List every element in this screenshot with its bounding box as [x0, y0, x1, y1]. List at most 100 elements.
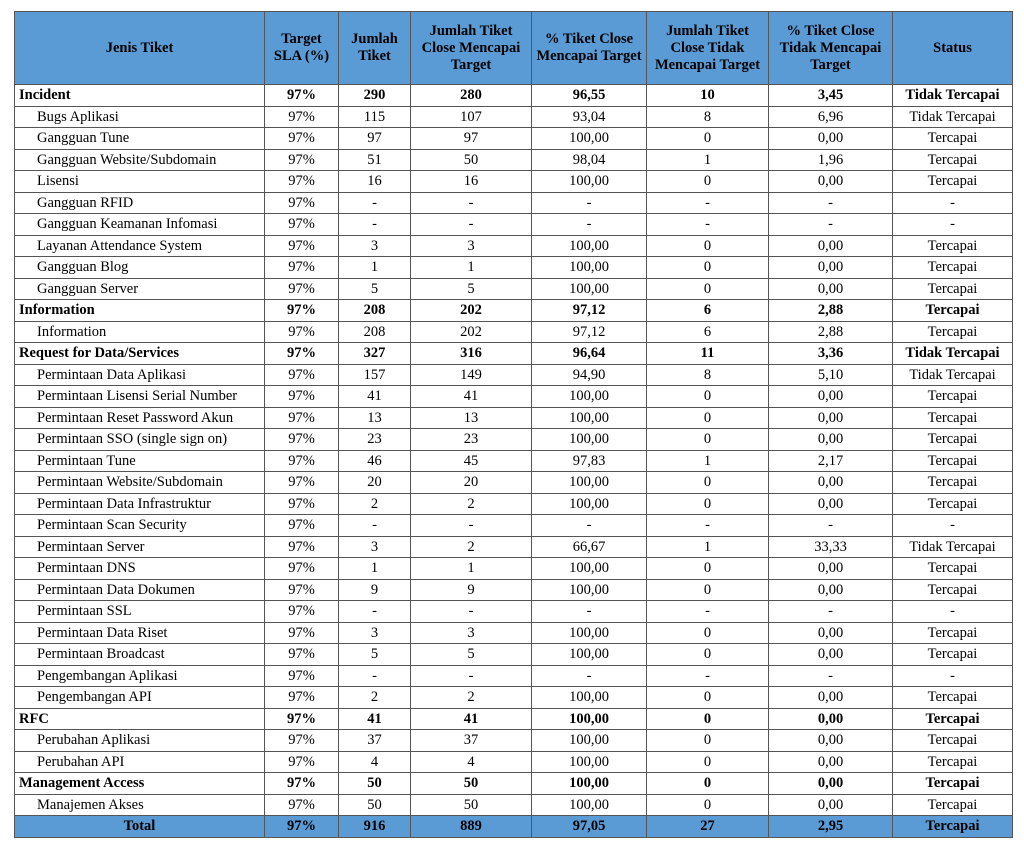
cell-pct-close-mencapai: 100,00	[531, 621, 647, 644]
cell-jenis-tiket: Perubahan Aplikasi	[14, 729, 265, 752]
cell-target-sla: 97%	[264, 363, 339, 386]
cell-target-sla: 97%	[264, 406, 339, 429]
cell-target-sla: 97%	[264, 385, 339, 408]
cell-status: Tercapai	[892, 557, 1013, 580]
cell-pct-close-tidak-mencapai: 0,00	[768, 729, 893, 752]
cell-pct-close-mencapai: 100,00	[531, 277, 647, 300]
cell-pct-close-mencapai: 100,00	[531, 729, 647, 752]
cell-pct-close-tidak-mencapai: 1,96	[768, 148, 893, 171]
cell-pct-close-mencapai: -	[531, 664, 647, 687]
table-row: Permintaan DNS 97% 1 1 100,00 0 0,00 Tercapai	[14, 557, 1013, 580]
cell-status: -	[892, 600, 1013, 623]
cell-close-tidak-mencapai: 0	[646, 127, 769, 150]
cell-close-tidak-mencapai: 0	[646, 170, 769, 193]
cell-jumlah-tiket: 208	[338, 299, 411, 322]
cell-close-mencapai: 41	[410, 385, 532, 408]
cell-close-tidak-mencapai: 0	[646, 772, 769, 795]
cell-jenis-tiket: Pengembangan API	[14, 686, 265, 709]
table-row: Gangguan Keamanan Infomasi 97% - - - - - -	[14, 213, 1013, 236]
cell-jumlah-tiket: 41	[338, 707, 411, 730]
table-row: Gangguan Website/Subdomain 97% 51 50 98,04 1 1…	[14, 148, 1013, 171]
cell-jumlah-tiket: 1	[338, 557, 411, 580]
cell-close-mencapai: 149	[410, 363, 532, 386]
cell-close-tidak-mencapai: 0	[646, 729, 769, 752]
cell-close-mencapai: 3	[410, 621, 532, 644]
cell-jenis-tiket: Permintaan Server	[14, 535, 265, 558]
table-row: Permintaan Data Riset 97% 3 3 100,00 0 0,00 Ter…	[14, 621, 1013, 644]
total-row: Total 97% 916 889 97,05 27 2,95 Tercapai	[14, 815, 1013, 838]
cell-close-mencapai: 97	[410, 127, 532, 150]
header-target-sla: Target SLA (%)	[264, 11, 339, 85]
cell-status: Tercapai	[892, 170, 1013, 193]
cell-target-sla: 97%	[264, 471, 339, 494]
cell-pct-close-tidak-mencapai: 0,00	[768, 686, 893, 709]
cell-target-sla: 97%	[264, 148, 339, 171]
cell-pct-close-mencapai: 97,05	[531, 815, 647, 838]
cell-close-mencapai: 9	[410, 578, 532, 601]
cell-pct-close-mencapai: -	[531, 191, 647, 214]
cell-jumlah-tiket: 290	[338, 84, 411, 107]
cell-jenis-tiket: Permintaan Lisensi Serial Number	[14, 385, 265, 408]
cell-pct-close-tidak-mencapai: 0,00	[768, 750, 893, 773]
cell-pct-close-mencapai: 100,00	[531, 471, 647, 494]
cell-close-mencapai: 5	[410, 643, 532, 666]
cell-jenis-tiket: Permintaan SSO (single sign on)	[14, 428, 265, 451]
cell-close-tidak-mencapai: 11	[646, 342, 769, 365]
cell-jenis-tiket: Lisensi	[14, 170, 265, 193]
cell-target-sla: 97%	[264, 256, 339, 279]
cell-target-sla: 97%	[264, 557, 339, 580]
cell-pct-close-tidak-mencapai: 0,00	[768, 256, 893, 279]
cell-jumlah-tiket: 37	[338, 729, 411, 752]
cell-pct-close-tidak-mencapai: 0,00	[768, 170, 893, 193]
table-row: Gangguan Tune 97% 97 97 100,00 0 0,00 Tercapai	[14, 127, 1013, 150]
cell-close-mencapai: 889	[410, 815, 532, 838]
table-row: Permintaan SSO (single sign on) 97% 23 23 10…	[14, 428, 1013, 451]
cell-jumlah-tiket: 23	[338, 428, 411, 451]
table-row: Permintaan Broadcast 97% 5 5 100,00 0 0,00 Terc…	[14, 643, 1013, 666]
cell-jenis-tiket: Permintaan Broadcast	[14, 643, 265, 666]
cell-pct-close-tidak-mencapai: 2,88	[768, 320, 893, 343]
cell-jenis-tiket: Gangguan Keamanan Infomasi	[14, 213, 265, 236]
cell-jenis-tiket: Management Access	[14, 772, 265, 795]
cell-pct-close-tidak-mencapai: 0,00	[768, 557, 893, 580]
header-pct-close-tidak-mencapai: % Tiket Close Tidak Mencapai Target	[768, 11, 893, 85]
cell-jumlah-tiket: 41	[338, 385, 411, 408]
cell-target-sla: 97%	[264, 729, 339, 752]
cell-pct-close-tidak-mencapai: 0,00	[768, 471, 893, 494]
cell-jenis-tiket: Permintaan Data Infrastruktur	[14, 492, 265, 515]
cell-close-mencapai: 50	[410, 793, 532, 816]
cell-close-mencapai: 4	[410, 750, 532, 773]
cell-jumlah-tiket: 13	[338, 406, 411, 429]
cell-pct-close-tidak-mencapai: 2,17	[768, 449, 893, 472]
cell-close-mencapai: 37	[410, 729, 532, 752]
cell-status: Tidak Tercapai	[892, 535, 1013, 558]
cell-close-tidak-mencapai: -	[646, 600, 769, 623]
cell-pct-close-tidak-mencapai: 0,00	[768, 793, 893, 816]
cell-target-sla: 97%	[264, 686, 339, 709]
table-row: Permintaan Data Infrastruktur 97% 2 2 100,00…	[14, 492, 1013, 515]
cell-pct-close-tidak-mencapai: 0,00	[768, 707, 893, 730]
cell-close-tidak-mencapai: 0	[646, 256, 769, 279]
header-close-mencapai: Jumlah Tiket Close Mencapai Target	[410, 11, 532, 85]
cell-jenis-tiket: Request for Data/Services	[14, 342, 265, 365]
cell-status: Tercapai	[892, 127, 1013, 150]
cell-close-mencapai: 1	[410, 557, 532, 580]
cell-jenis-tiket: Permintaan Reset Password Akun	[14, 406, 265, 429]
group-row: Incident 97% 290 280 96,55 10 3,45 Tidak Tercap…	[14, 84, 1013, 107]
table-body: Incident 97% 290 280 96,55 10 3,45 Tidak Tercap…	[14, 84, 1013, 838]
cell-close-mencapai: 316	[410, 342, 532, 365]
cell-pct-close-tidak-mencapai: 6,96	[768, 105, 893, 128]
cell-target-sla: 97%	[264, 750, 339, 773]
cell-status: Tercapai	[892, 385, 1013, 408]
sla-ticket-table: Jenis Tiket Target SLA (%) Jumlah Tiket …	[14, 11, 1013, 838]
cell-pct-close-mencapai: 100,00	[531, 127, 647, 150]
cell-status: Tidak Tercapai	[892, 105, 1013, 128]
cell-jenis-tiket: Incident	[14, 84, 265, 107]
cell-status: Tercapai	[892, 492, 1013, 515]
cell-close-mencapai: 20	[410, 471, 532, 494]
cell-close-mencapai: 280	[410, 84, 532, 107]
cell-status: -	[892, 213, 1013, 236]
cell-pct-close-tidak-mencapai: 33,33	[768, 535, 893, 558]
cell-status: Tidak Tercapai	[892, 84, 1013, 107]
cell-target-sla: 97%	[264, 535, 339, 558]
